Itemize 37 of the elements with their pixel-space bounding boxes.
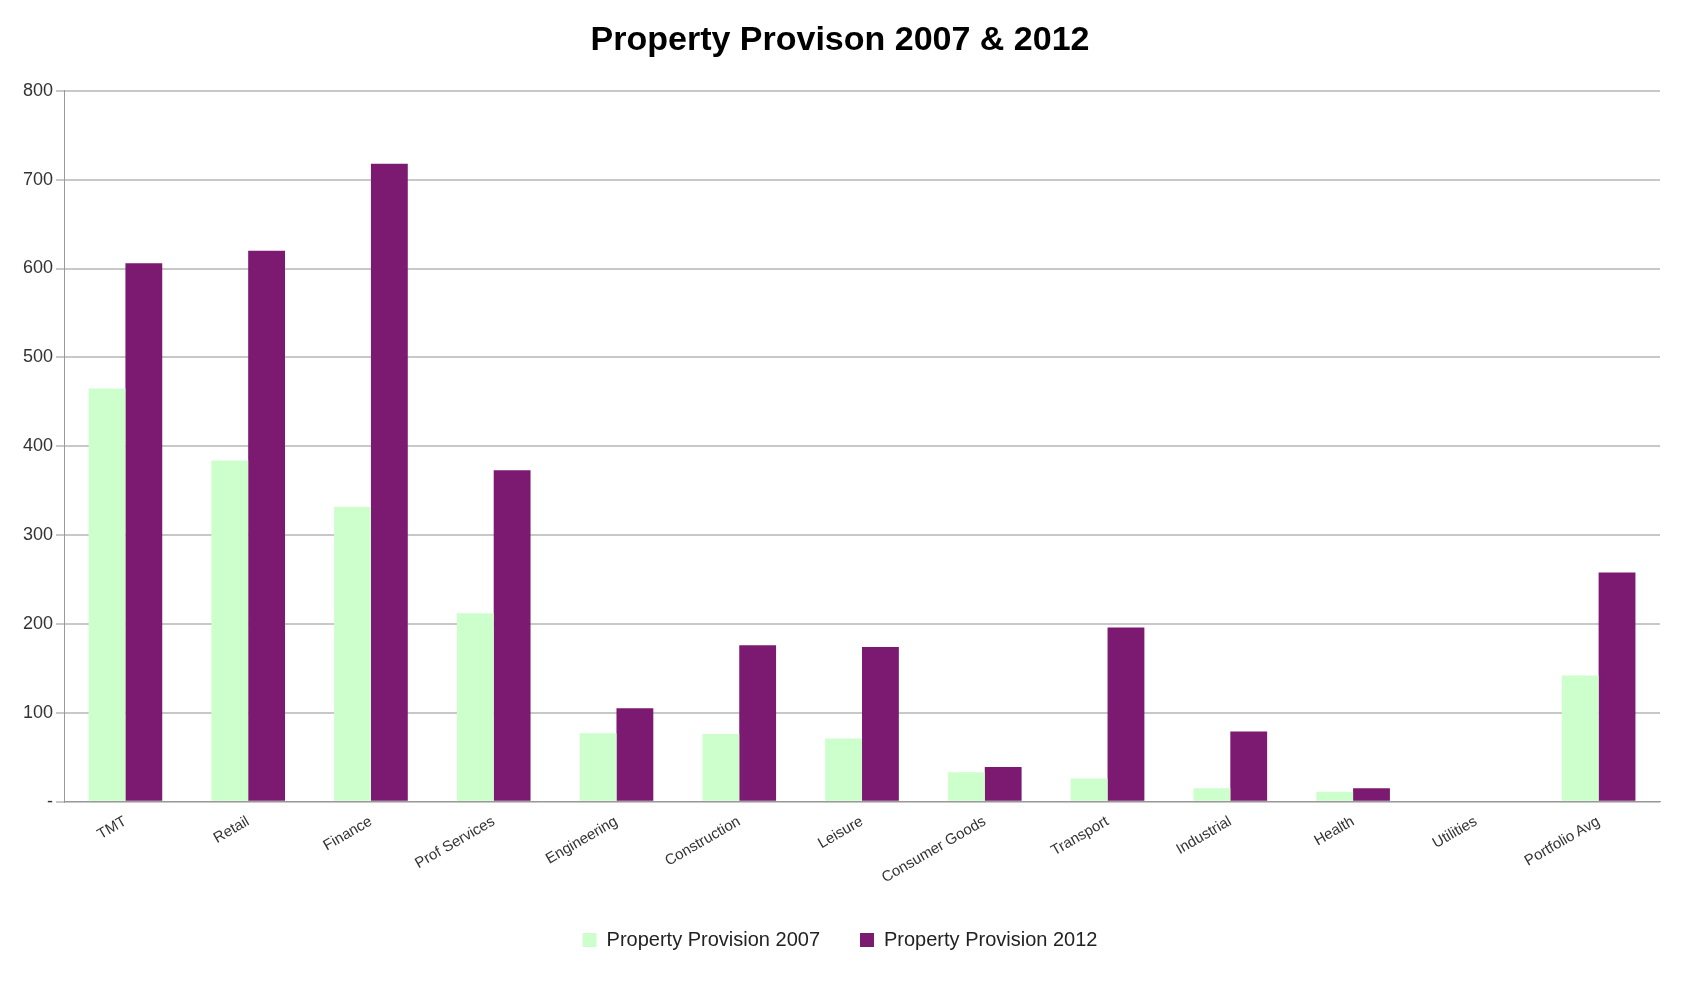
legend-label: Property Provision 2007 <box>606 927 821 950</box>
bar <box>1316 791 1354 801</box>
bar <box>947 772 985 801</box>
y-tick-label: 200 <box>22 612 54 633</box>
y-tick-label: 700 <box>22 168 54 189</box>
bar <box>739 645 777 801</box>
y-tick-label: 400 <box>22 435 54 456</box>
bar <box>370 163 408 801</box>
bar <box>1070 778 1108 801</box>
bar <box>616 708 654 801</box>
bar <box>125 263 163 801</box>
y-tick-label: 600 <box>22 257 54 278</box>
bar <box>1230 731 1268 801</box>
bar <box>1353 788 1390 801</box>
y-tick-label: 300 <box>22 524 54 545</box>
bar <box>984 766 1022 801</box>
bar <box>211 460 249 801</box>
legend-label: Property Provision 2012 <box>884 927 1098 950</box>
bar <box>1561 675 1599 801</box>
bar <box>88 388 126 801</box>
bar <box>825 738 863 801</box>
y-tick-label: - <box>47 790 54 811</box>
y-tick-label: 800 <box>22 79 54 100</box>
y-tick-label: 500 <box>22 346 54 367</box>
bar <box>862 647 899 801</box>
bar <box>334 506 371 801</box>
bar <box>702 734 740 801</box>
bar <box>1193 788 1231 801</box>
x-tick-label: TMT <box>93 811 129 843</box>
bar <box>493 470 531 801</box>
bar <box>579 733 617 801</box>
y-tick-label: 100 <box>22 701 54 722</box>
bar <box>248 250 286 801</box>
bar <box>1107 627 1145 801</box>
bar <box>456 613 494 801</box>
chart-title: Property Provison 2007 & 2012 <box>590 18 1090 57</box>
bar <box>1598 572 1636 801</box>
